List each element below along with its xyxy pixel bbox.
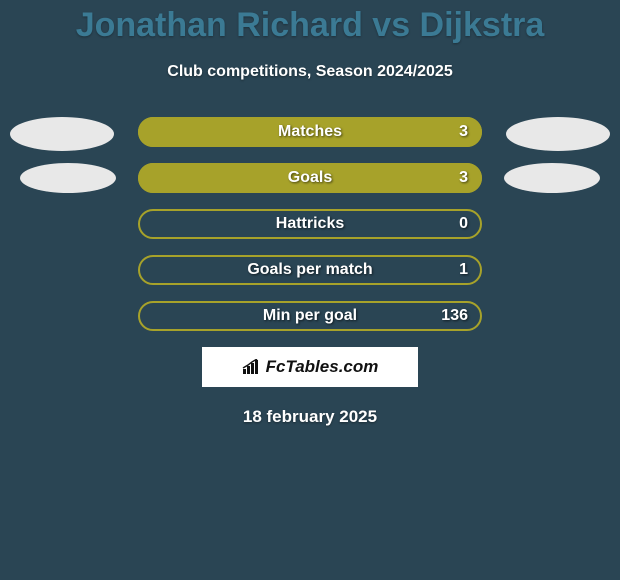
bar-label: Matches — [278, 123, 342, 141]
stat-row: Min per goal 136 — [138, 301, 482, 331]
branding-badge: FcTables.com — [202, 347, 418, 387]
page-title: Jonathan Richard vs Dijkstra — [0, 0, 620, 45]
stat-row: Matches 3 — [138, 117, 482, 147]
stat-row: Goals per match 1 — [138, 255, 482, 285]
left-decoration-2 — [20, 163, 116, 193]
right-decoration-2 — [504, 163, 600, 193]
left-decoration-1 — [10, 117, 114, 151]
bar-label: Min per goal — [263, 307, 357, 325]
bar-value: 136 — [441, 307, 468, 325]
bar-label: Goals — [288, 169, 332, 187]
chart-area: Matches 3 Goals 3 Hattricks 0 Goals per match 1… — [0, 117, 620, 331]
stat-row: Goals 3 — [138, 163, 482, 193]
bar-value: 0 — [459, 215, 468, 233]
bar-value: 3 — [459, 169, 468, 187]
bar-value: 3 — [459, 123, 468, 141]
bars-container: Matches 3 Goals 3 Hattricks 0 Goals per match 1… — [138, 117, 482, 331]
stat-row: Hattricks 0 — [138, 209, 482, 239]
subtitle: Club competitions, Season 2024/2025 — [0, 63, 620, 81]
right-decoration-1 — [506, 117, 610, 151]
bar-value: 1 — [459, 261, 468, 279]
bar-label: Hattricks — [276, 215, 344, 233]
bar-label: Goals per match — [247, 261, 372, 279]
branding-label: FcTables.com — [266, 357, 379, 377]
footer-date: 18 february 2025 — [0, 407, 620, 427]
chart-icon — [242, 359, 262, 375]
